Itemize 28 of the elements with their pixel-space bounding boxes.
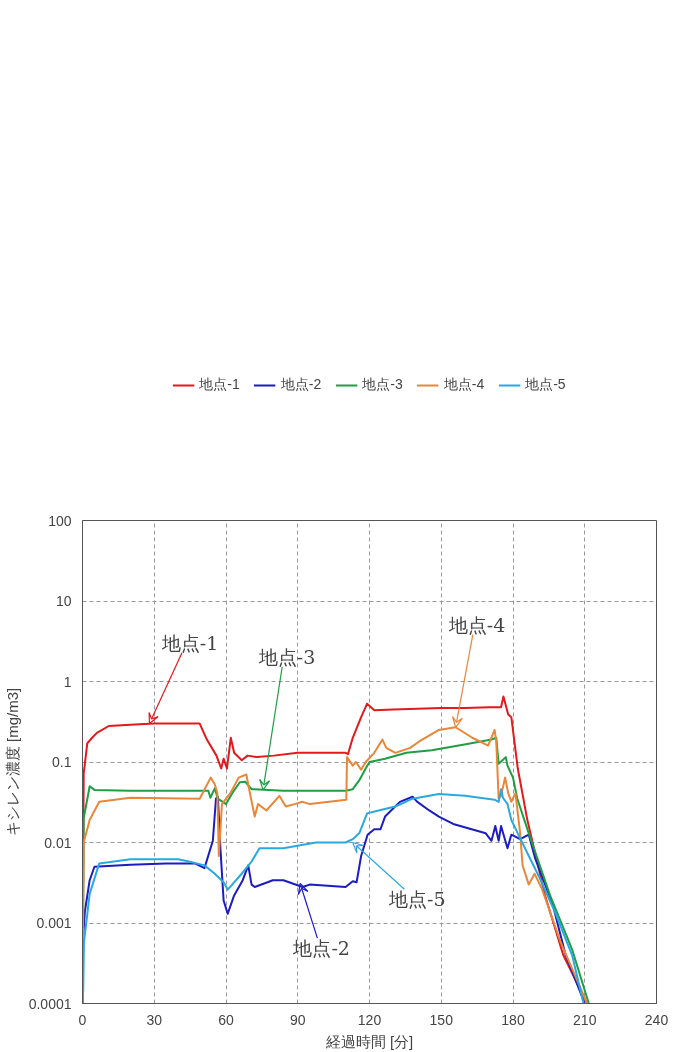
x-axis-title: 経過時間 [分]: [324, 1032, 414, 1050]
y-axis-title: キシレン濃度 [mg/m3]: [3, 687, 21, 837]
annotation: 地点-5: [388, 887, 446, 910]
legend-label: 地点-3: [362, 376, 403, 394]
annotation: 地点-1: [160, 632, 219, 655]
y-tick-label: 0.1: [52, 754, 72, 770]
x-tick-label: 210: [573, 1011, 597, 1028]
legend-label: 地点-2: [280, 376, 322, 394]
y-tick-label: 10: [55, 593, 72, 609]
y-tick-label: 0.0001: [28, 995, 72, 1012]
legend-label: 地点-1: [199, 376, 240, 394]
x-tick-label: 0: [78, 1011, 87, 1028]
y-tick-label: 0.01: [44, 834, 72, 851]
x-tick-label: 180: [501, 1011, 525, 1028]
x-tick-label: 30: [146, 1011, 163, 1028]
annotation: 地点-4: [447, 614, 506, 637]
annotation: 地点-2: [292, 936, 350, 959]
annotation: 地点-3: [257, 646, 316, 669]
y-tick-label: 0.001: [36, 915, 72, 931]
x-tick-label: 240: [644, 1011, 669, 1028]
y-tick-label: 1: [63, 673, 72, 690]
legend-label: 地点-4: [443, 376, 485, 394]
x-tick-label: 120: [357, 1011, 382, 1028]
x-tick-label: 90: [289, 1011, 306, 1028]
x-tick-label: 150: [429, 1011, 454, 1028]
x-tick-label: 60: [218, 1011, 234, 1028]
y-tick-label: 100: [48, 512, 72, 529]
legend-label: 地点-5: [525, 376, 566, 394]
